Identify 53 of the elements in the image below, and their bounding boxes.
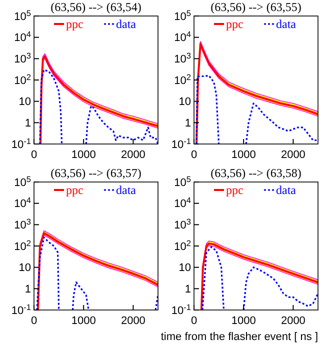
y-tick-label: 1: [24, 118, 31, 130]
y-tick-label: 10$^{-1}$: [171, 136, 192, 151]
legend-label: ppc: [226, 183, 244, 197]
x-tick-label: 1000: [71, 315, 96, 327]
x-tick-label: 2000: [280, 149, 306, 161]
x-tick-label: 1000: [231, 149, 256, 161]
y-tick-label: 10$^{2}$: [174, 238, 192, 253]
y-tick-label: 10$^{3}$: [174, 217, 192, 232]
y-tick-label: 1: [184, 284, 191, 296]
x-tick-label: 0: [190, 149, 198, 161]
legend-label: data: [116, 183, 137, 197]
y-tick-label: 10$^{3}$: [14, 51, 32, 66]
x-tick-label: 0: [30, 149, 38, 161]
x-axis-title: time from the flasher event [ ns ]: [160, 331, 318, 343]
x-tick-label: 0: [30, 315, 38, 327]
y-tick-label: 10$^{4}$: [14, 196, 32, 210]
y-tick-label: 10$^{3}$: [174, 51, 192, 66]
x-tick-label: 2000: [120, 149, 146, 161]
legend-label: ppc: [66, 17, 84, 31]
chart-title: (63,56) --> (63,58): [210, 166, 302, 180]
y-tick-label: 1: [184, 118, 191, 130]
x-tick-label: 2000: [280, 315, 306, 327]
y-tick-label: 10: [178, 262, 191, 274]
y-tick-label: 10$^{2}$: [14, 72, 32, 87]
y-tick-label: 10$^{2}$: [14, 238, 32, 253]
legend-label: ppc: [226, 17, 244, 31]
chart-title: (63,56) --> (63,57): [50, 166, 142, 180]
y-tick-label: 10: [18, 262, 31, 274]
x-tick-label: 0: [190, 315, 198, 327]
y-tick-label: 10$^{5}$: [174, 8, 192, 23]
chart-title: (63,56) --> (63,54): [50, 0, 142, 14]
x-tick-label: 1000: [71, 149, 96, 161]
x-tick-label: 1000: [231, 315, 256, 327]
y-tick-label: 10$^{-1}$: [11, 302, 32, 317]
y-tick-label: 10: [18, 96, 31, 108]
x-tick-label: 2000: [120, 315, 146, 327]
y-tick-label: 10$^{-1}$: [171, 302, 192, 317]
y-tick-label: 10$^{5}$: [14, 8, 32, 23]
y-tick-label: 10$^{2}$: [174, 72, 192, 87]
y-tick-label: 1: [24, 284, 31, 296]
legend-label: ppc: [66, 183, 84, 197]
legend-label: data: [116, 17, 137, 31]
y-tick-label: 10$^{5}$: [174, 174, 192, 189]
legend-label: data: [276, 183, 297, 197]
y-tick-label: 10$^{5}$: [14, 174, 32, 189]
y-tick-label: 10$^{4}$: [174, 196, 192, 210]
chart-title: (63,56) --> (63,55): [210, 0, 302, 14]
y-tick-label: 10$^{4}$: [174, 30, 192, 44]
y-tick-label: 10$^{-1}$: [11, 136, 32, 151]
y-tick-label: 10$^{4}$: [14, 30, 32, 44]
legend-label: data: [276, 17, 297, 31]
y-tick-label: 10: [178, 96, 191, 108]
y-tick-label: 10$^{3}$: [14, 217, 32, 232]
